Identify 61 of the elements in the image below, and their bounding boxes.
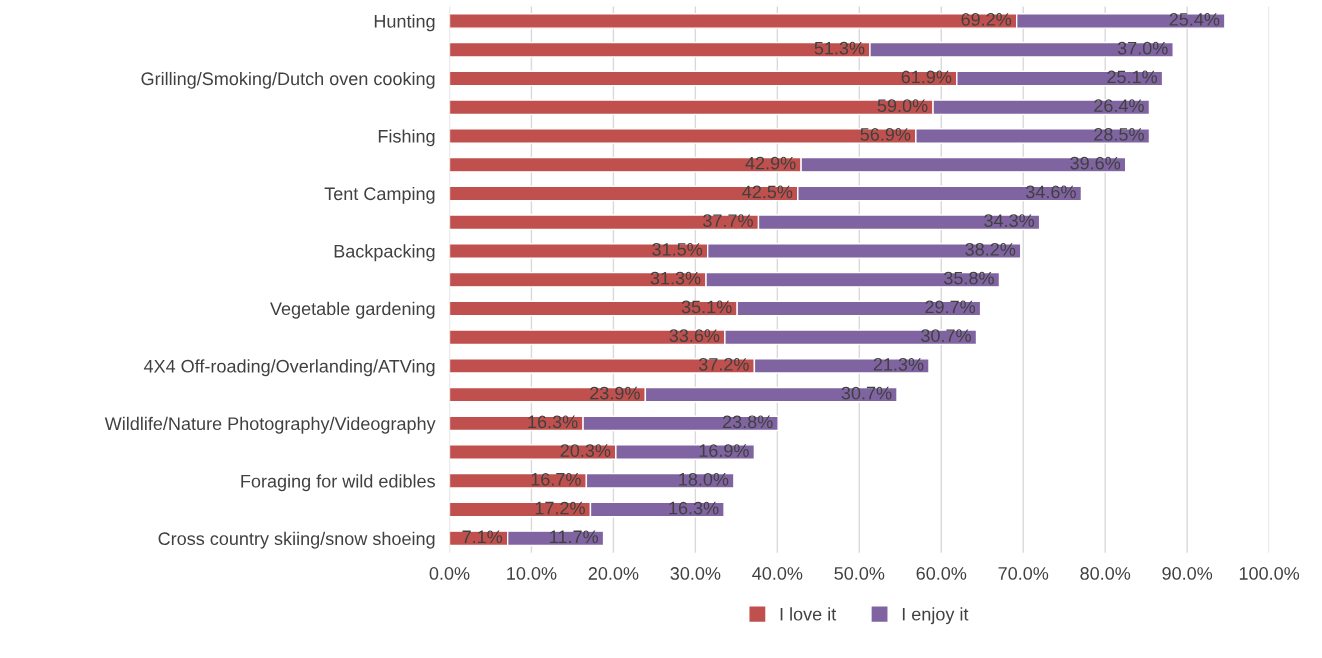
data-label: 59.0%	[877, 99, 928, 113]
y-tick-label: Hunting	[374, 14, 435, 32]
x-tick-label: 80.0%	[1080, 567, 1131, 580]
data-label: 31.5%	[652, 242, 703, 256]
x-tick-label: 30.0%	[670, 567, 721, 580]
data-label: 17.2%	[535, 501, 585, 515]
data-label: 30.7%	[841, 386, 892, 400]
data-label: 42.5%	[742, 185, 793, 199]
y-tick-label: Grilling/Smoking/Dutch oven cooking	[141, 71, 435, 89]
y-tick-label: Tent Camping	[324, 186, 435, 204]
data-label: 23.9%	[590, 386, 640, 400]
data-label: 25.4%	[1169, 13, 1220, 26]
data-label: 56.9%	[860, 127, 911, 141]
data-label: 23.8%	[722, 415, 773, 429]
y-tick-label: Fishing	[378, 129, 435, 147]
data-label: 38.2%	[965, 242, 1016, 256]
data-label: 61.9%	[901, 70, 952, 84]
x-tick-label: 90.0%	[1162, 567, 1213, 580]
data-label: 35.8%	[944, 271, 994, 285]
data-label: 28.5%	[1094, 127, 1144, 141]
data-label: 35.1%	[681, 300, 732, 314]
data-label: 26.4%	[1094, 99, 1144, 113]
data-label: 39.6%	[1070, 156, 1121, 170]
data-label: 20.3%	[560, 444, 611, 457]
legend-label: I love it	[780, 607, 837, 621]
data-label: 34.6%	[1026, 185, 1076, 199]
y-tick-label: Foraging for wild edibles	[241, 474, 435, 492]
x-tick-label: 0.0%	[429, 567, 470, 580]
x-tick-label: 50.0%	[834, 567, 885, 580]
x-tick-label: 70.0%	[998, 567, 1049, 580]
data-label: 7.1%	[462, 530, 503, 544]
legend-label: I enjoy it	[902, 607, 969, 625]
data-label: 29.7%	[925, 300, 976, 314]
data-label: 34.3%	[984, 214, 1035, 228]
data-label: 25.1%	[1107, 70, 1158, 84]
data-label: 37.7%	[703, 214, 753, 228]
y-tick-label: Backpacking	[334, 244, 435, 262]
y-tick-label: Wildlife/Nature Photography/Videography	[104, 416, 436, 434]
x-tick-label: 20.0%	[588, 567, 639, 580]
data-label: 16.9%	[699, 444, 749, 457]
data-label: 16.3%	[528, 415, 578, 429]
data-label: 69.2%	[961, 13, 1012, 26]
x-tick-label: 60.0%	[916, 567, 967, 580]
data-label: 31.3%	[650, 271, 701, 285]
data-label: 11.7%	[550, 530, 599, 544]
x-tick-label: 100.0%	[1239, 567, 1300, 580]
data-label: 21.3%	[873, 357, 924, 371]
y-tick-label: Vegetable gardening	[270, 301, 435, 319]
data-label: 37.0%	[1117, 41, 1168, 55]
data-label: 51.3%	[814, 41, 865, 55]
data-label: 18.0%	[679, 472, 729, 486]
data-label: 37.2%	[698, 357, 749, 371]
data-label: 42.9%	[745, 156, 796, 170]
data-label: 16.3%	[669, 501, 719, 515]
x-tick-label: 10.0%	[507, 567, 557, 580]
y-tick-label: Cross country skiing/snow shoeing	[158, 531, 435, 549]
data-label: 33.6%	[669, 329, 720, 342]
x-tick-label: 40.0%	[752, 567, 803, 580]
y-tick-label: 4X4 Off-roading/Overlanding/ATVing	[143, 359, 435, 377]
data-label: 30.7%	[921, 329, 971, 342]
data-label: 16.7%	[531, 472, 581, 486]
